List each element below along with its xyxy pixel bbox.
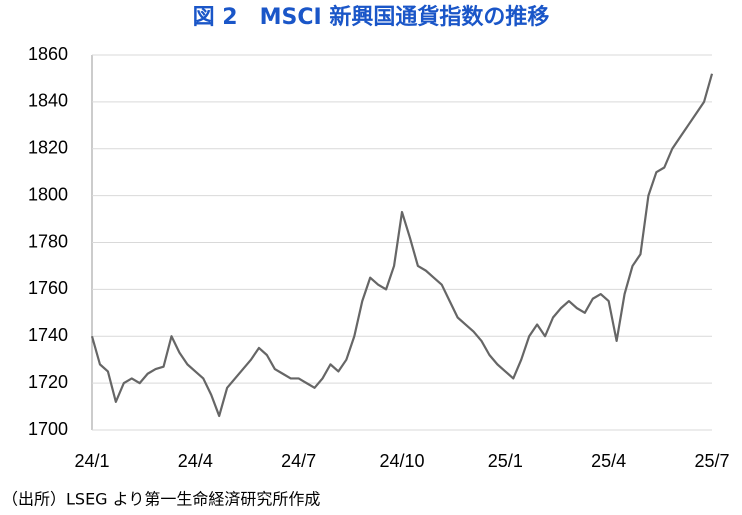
y-tick-label: 1720 (28, 372, 68, 392)
y-tick-label: 1820 (28, 138, 68, 158)
x-tick-label: 25/4 (591, 451, 626, 471)
y-tick-label: 1840 (28, 91, 68, 111)
x-tick-label: 24/10 (379, 451, 424, 471)
x-tick-label: 24/4 (178, 451, 213, 471)
x-tick-label: 25/7 (694, 451, 729, 471)
y-tick-label: 1780 (28, 231, 68, 251)
y-tick-label: 1740 (28, 325, 68, 345)
x-tick-label: 24/7 (281, 451, 316, 471)
source-note: （出所）LSEG より第一生命経済研究所作成 (2, 490, 320, 509)
data-line (90, 73, 714, 418)
y-tick-label: 1860 (28, 44, 68, 64)
y-tick-label: 1700 (28, 419, 68, 439)
y-tick-label: 1760 (28, 278, 68, 298)
y-tick-label: 1800 (28, 184, 68, 204)
x-tick-label: 24/1 (74, 451, 109, 471)
x-tick-label: 25/1 (488, 451, 523, 471)
chart-title: 図 2 MSCI 新興国通貨指数の推移 (193, 4, 550, 30)
